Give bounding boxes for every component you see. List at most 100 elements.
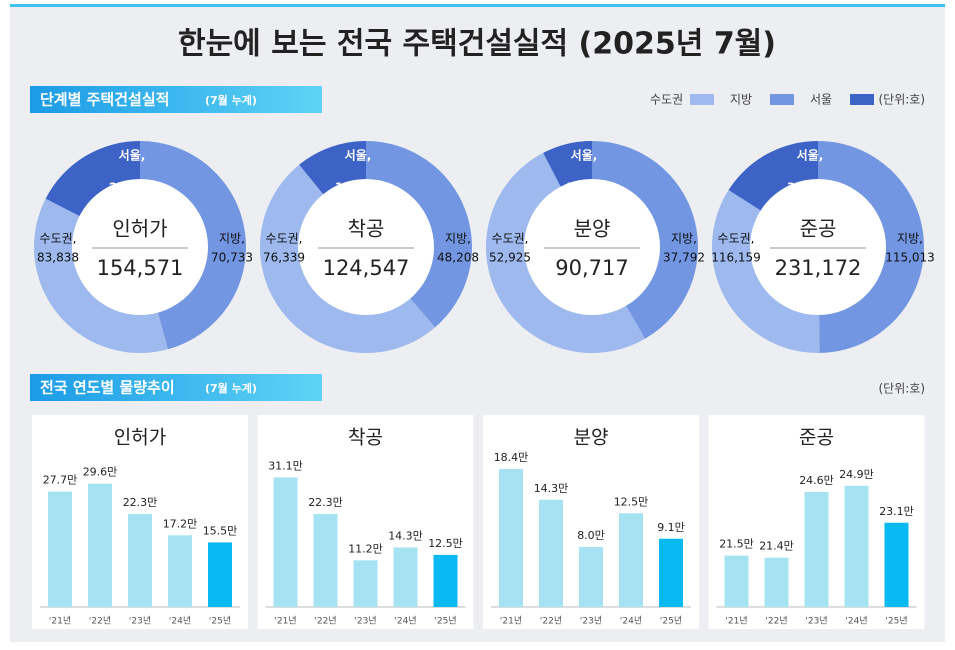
value-label: 70,733 bbox=[211, 251, 253, 265]
bar bbox=[353, 560, 378, 607]
bar bbox=[393, 547, 418, 607]
bar bbox=[764, 557, 789, 607]
value-label: 6,909 bbox=[565, 181, 603, 195]
section-title: 전국 연도별 물량추이 bbox=[40, 379, 175, 397]
panel-title: 착공 bbox=[348, 427, 383, 449]
section-subtitle: (7월 누계) bbox=[205, 93, 257, 107]
section-tag bbox=[30, 86, 322, 113]
panel-title: 분양 bbox=[574, 427, 609, 449]
bar bbox=[619, 513, 643, 607]
x-tick-label: '24년 bbox=[845, 616, 867, 627]
donut-hole bbox=[524, 179, 660, 315]
value-label: 83,838 bbox=[37, 251, 79, 265]
bar bbox=[208, 542, 232, 607]
value-label: 9.1만 bbox=[657, 521, 685, 534]
value-label: 26,987 bbox=[109, 181, 155, 195]
bar bbox=[313, 514, 338, 607]
segment-label: 지방, bbox=[219, 232, 245, 246]
bar bbox=[273, 477, 298, 607]
bar bbox=[128, 514, 152, 607]
x-tick-label: '24년 bbox=[169, 616, 191, 627]
segment-label: 서울, bbox=[571, 148, 598, 163]
value-label: 17.2만 bbox=[163, 517, 198, 530]
value-label: 8.0만 bbox=[577, 529, 605, 542]
legend-swatch bbox=[690, 94, 714, 105]
segment-label: 수도권, bbox=[266, 232, 303, 246]
bar bbox=[168, 535, 192, 607]
value-label: 24.6만 bbox=[799, 474, 834, 487]
panel-title: 준공 bbox=[799, 427, 834, 449]
value-label: 36,904 bbox=[787, 181, 833, 195]
segment-label: 서울, bbox=[797, 148, 824, 163]
value-label: 22.3만 bbox=[308, 496, 343, 509]
bar bbox=[659, 538, 683, 607]
value-label: 14.3만 bbox=[388, 529, 423, 542]
segment-label: 수도권, bbox=[718, 232, 755, 246]
donut-total: 231,172 bbox=[775, 256, 862, 280]
value-label: 12.5만 bbox=[428, 537, 463, 550]
segment-label: 수도권, bbox=[492, 232, 529, 246]
x-tick-label: '23년 bbox=[354, 616, 376, 627]
x-tick-label: '21년 bbox=[274, 616, 296, 627]
donut-center-label: 준공 bbox=[800, 217, 837, 241]
value-label: 37,792 bbox=[663, 251, 705, 265]
value-label: 31.1만 bbox=[268, 459, 303, 472]
x-tick-label: '24년 bbox=[394, 616, 416, 627]
value-label: 11.2만 bbox=[348, 542, 383, 555]
value-label: 76,339 bbox=[263, 251, 305, 265]
bar bbox=[539, 499, 563, 607]
bar bbox=[433, 554, 458, 607]
value-label: 116,159 bbox=[711, 251, 761, 265]
x-tick-label: '22년 bbox=[765, 616, 787, 627]
value-label: 27.7만 bbox=[43, 474, 78, 487]
x-tick-label: '25년 bbox=[660, 616, 682, 627]
panel-title: 인허가 bbox=[114, 427, 166, 449]
section-title: 단계별 주택건설실적 bbox=[40, 91, 169, 109]
legend-label: 지방 bbox=[730, 93, 752, 107]
x-tick-label: '21년 bbox=[725, 616, 747, 627]
page-title: 한눈에 보는 전국 주택건설실적 (2025년 7월) bbox=[178, 27, 776, 62]
x-tick-label: '25년 bbox=[885, 616, 907, 627]
bar bbox=[724, 555, 749, 607]
section-tag bbox=[30, 374, 322, 401]
x-tick-label: '22년 bbox=[540, 616, 562, 627]
value-label: 24.9만 bbox=[839, 468, 874, 481]
legend-label: 수도권 bbox=[650, 93, 683, 107]
x-tick-label: '21년 bbox=[49, 616, 71, 627]
value-label: 52,925 bbox=[489, 251, 531, 265]
legend-label: 서울 bbox=[810, 93, 832, 107]
bar bbox=[499, 469, 523, 607]
unit-label: (단위:호) bbox=[878, 93, 925, 107]
legend-swatch bbox=[770, 94, 794, 105]
value-label: 21.4만 bbox=[759, 540, 794, 553]
segment-label: 서울, bbox=[345, 148, 372, 163]
segment-label: 수도권, bbox=[40, 232, 77, 246]
value-label: 21.5만 bbox=[719, 538, 754, 551]
value-label: 22.3만 bbox=[123, 496, 158, 509]
bar bbox=[579, 547, 603, 607]
donut-hole bbox=[750, 179, 886, 315]
x-tick-label: '22년 bbox=[89, 616, 111, 627]
x-tick-label: '22년 bbox=[314, 616, 336, 627]
x-tick-label: '25년 bbox=[434, 616, 456, 627]
donut-total: 154,571 bbox=[97, 256, 184, 280]
x-tick-label: '24년 bbox=[620, 616, 642, 627]
value-label: 115,013 bbox=[885, 251, 935, 265]
value-label: 29.6만 bbox=[83, 466, 118, 479]
legend-swatch bbox=[850, 94, 874, 105]
x-tick-label: '23년 bbox=[805, 616, 827, 627]
x-tick-label: '23년 bbox=[129, 616, 151, 627]
bar bbox=[804, 491, 829, 607]
donut-center-label: 분양 bbox=[574, 217, 611, 241]
bar bbox=[844, 485, 869, 607]
unit-label: (단위:호) bbox=[878, 382, 925, 396]
donut-center-label: 인허가 bbox=[112, 217, 167, 241]
donut-center-label: 착공 bbox=[348, 217, 385, 241]
segment-label: 지방, bbox=[897, 232, 923, 246]
segment-label: 지방, bbox=[445, 232, 471, 246]
bar bbox=[88, 483, 112, 607]
donut-hole bbox=[298, 179, 434, 315]
segment-label: 서울, bbox=[119, 148, 146, 163]
value-label: 18.4만 bbox=[494, 451, 529, 464]
